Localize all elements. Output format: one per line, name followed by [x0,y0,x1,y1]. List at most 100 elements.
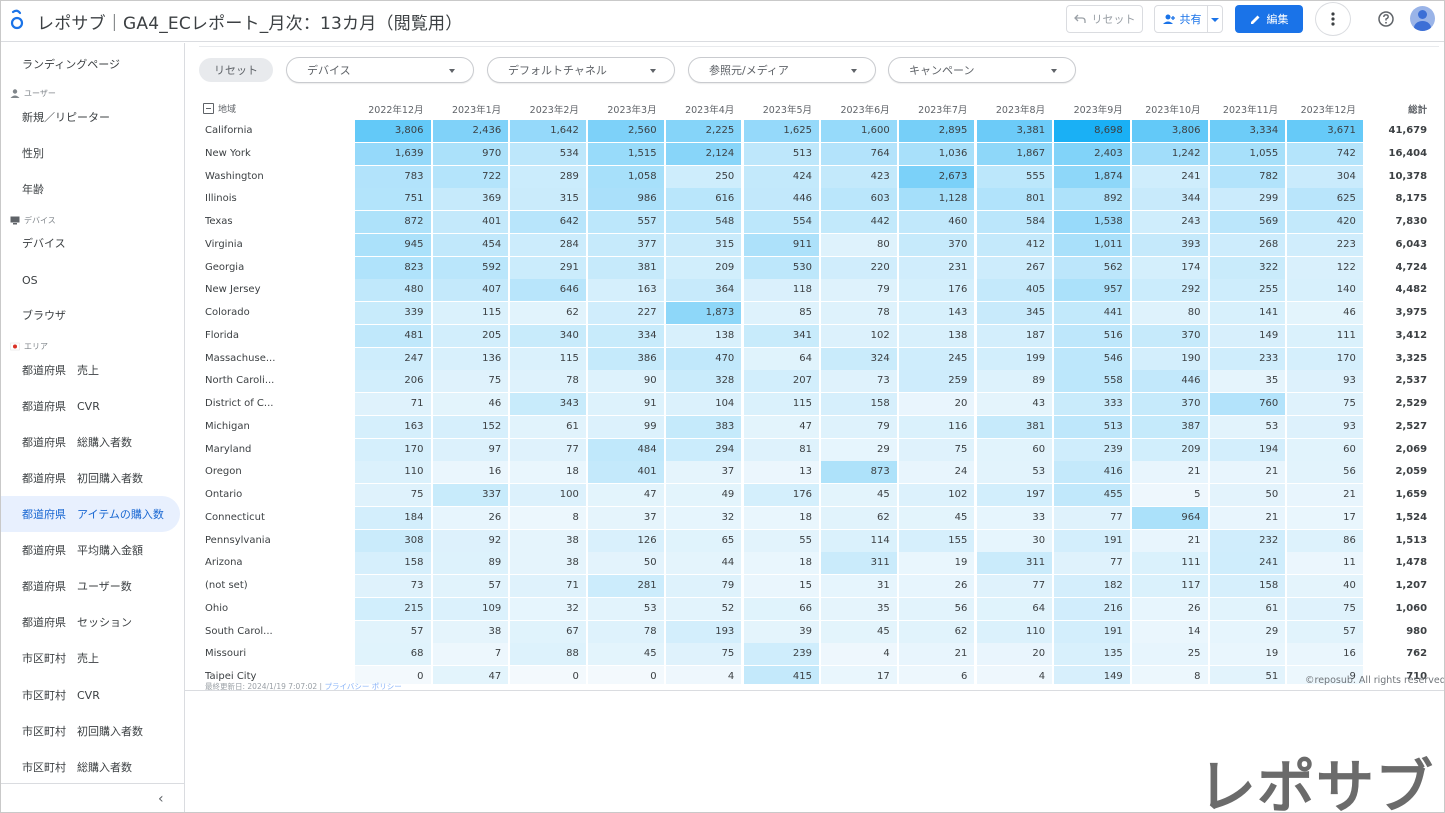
avatar[interactable] [1410,6,1435,31]
value-cell: 45 [821,620,897,643]
table-row: Pennsylvania 308 92 38 126 65 55 114 155 30 191 21 2… [199,529,1439,553]
sidebar-item-17[interactable]: 都道府県 セッション [0,604,180,640]
month-column-header[interactable]: 2023年10月 [1145,105,1201,116]
value-cell: 516 [1054,324,1130,347]
value-cell: 21 [1132,529,1208,552]
value-cell: 401 [588,461,664,484]
value-cell: 152 [432,415,509,438]
help-icon[interactable] [1376,9,1396,29]
month-column-header[interactable]: 2023年12月 [1300,105,1356,116]
value-cell: 20 [976,643,1053,666]
value-cell: 548 [665,211,742,233]
value-cell: 7 [432,643,509,666]
month-column-header[interactable]: 2023年2月 [529,105,579,116]
value-cell: 364 [665,279,742,302]
filter-reset-button[interactable]: リセット [199,58,273,82]
sidebar-item-15[interactable]: 都道府県 平均購入金額 [0,532,180,568]
value-cell: 89 [432,552,509,575]
sidebar-item-21[interactable]: 市区町村 総購入者数 [0,749,180,785]
sidebar-item-label: ブラウザ [22,309,66,322]
value-cell: 381 [588,256,664,279]
value-cell: 407 [432,279,509,302]
value-cell: 393 [1132,233,1208,256]
value-cell: 77 [976,575,1053,597]
filter-dropdown-2[interactable]: 参照元/メディア [688,57,876,83]
sidebar-item-13[interactable]: 都道府県 初回購入者数 [0,460,180,496]
month-column-header[interactable]: 2023年6月 [840,105,890,116]
filter-label: キャンペーン [909,64,975,77]
value-cell: 17 [1287,506,1363,529]
value-cell: 182 [1054,575,1130,597]
month-column-header[interactable]: 2023年3月 [607,105,657,116]
value-cell: 446 [743,188,819,211]
sidebar-item-19[interactable]: 市区町村 CVR [0,677,180,713]
sidebar-item-12[interactable]: 都道府県 総購入者数 [0,424,180,460]
value-cell: 91 [588,393,664,415]
reset-button[interactable]: リセット [1066,5,1143,33]
month-column-header[interactable]: 2022年12月 [368,105,424,116]
sidebar-item-14[interactable]: 都道府県 アイテムの購入数 [0,496,180,532]
value-cell: 424 [743,165,819,188]
chevron-left-icon[interactable]: ‹ [158,791,164,807]
chevron-down-icon[interactable] [1211,18,1219,22]
value-cell: 764 [821,142,897,165]
sidebar-item-2[interactable]: 新規／リピーター [0,99,180,135]
sidebar-item-6[interactable]: デバイス [0,225,180,261]
sidebar-item-label: 市区町村 初回購入者数 [22,725,143,738]
edit-button[interactable]: 編集 [1235,5,1303,33]
pencil-icon [1250,15,1259,24]
value-cell: 3,806 [1132,120,1208,142]
value-cell: 2,895 [898,120,975,142]
value-cell: 78 [588,620,664,643]
filter-dropdown-0[interactable]: デバイス [286,57,474,83]
value-cell: 71 [510,575,586,597]
sidebar-item-10[interactable]: 都道府県 売上 [0,352,180,388]
value-cell: 25 [1132,643,1208,666]
value-cell: 29 [821,438,897,461]
more-options-button[interactable] [1315,2,1351,36]
filter-dropdown-3[interactable]: キャンペーン [888,57,1076,83]
value-cell: 190 [1132,347,1208,370]
sidebar-item-label: ランディングページ [22,58,121,71]
sidebar-item-4[interactable]: 年齢 [0,171,180,207]
month-column-header[interactable]: 2023年4月 [685,105,735,116]
value-cell: 3,381 [976,120,1053,142]
share-button[interactable]: 共有 [1154,5,1223,33]
value-cell: 386 [588,347,664,370]
sidebar-item-16[interactable]: 都道府県 ユーザー数 [0,568,180,604]
value-cell: 65 [665,529,742,552]
sidebar-item-3[interactable]: 性別 [0,135,180,171]
region-column-header[interactable]: 地域 [203,102,236,115]
total-cell: 2,529 [1395,398,1428,409]
value-cell: 38 [510,552,586,575]
value-cell: 46 [432,393,509,415]
sidebar-item-0[interactable]: ランディングページ [0,46,180,82]
month-column-header[interactable]: 2023年11月 [1222,105,1279,116]
region-cell: District of C... [205,398,274,409]
sidebar-item-8[interactable]: ブラウザ [0,297,180,333]
total-column-header[interactable]: 総計 [1408,105,1428,116]
month-column-header[interactable]: 2023年9月 [1073,105,1123,116]
sidebar-item-11[interactable]: 都道府県 CVR [0,388,180,424]
month-column-header[interactable]: 2023年5月 [762,105,812,116]
total-cell: 16,404 [1388,147,1428,159]
value-cell: 158 [1209,575,1286,597]
table-row: Michigan 163 152 61 99 383 47 79 116 381 513 387 53 9… [199,415,1439,439]
month-column-header[interactable]: 2023年7月 [918,105,968,116]
month-column-header[interactable]: 2023年1月 [451,105,502,116]
sidebar-item-20[interactable]: 市区町村 初回購入者数 [0,713,180,749]
value-cell: 93 [1287,415,1363,438]
filter-dropdown-1[interactable]: デフォルトチャネル [487,57,675,83]
sidebar-item-7[interactable]: OS [0,262,180,298]
month-column-header[interactable]: 2023年8月 [995,105,1046,116]
value-cell: 592 [432,256,509,279]
table-row: Massachuse... 247 136 115 386 470 64 324 245 199 5… [199,347,1439,371]
sidebar-item-18[interactable]: 市区町村 売上 [0,640,180,676]
privacy-policy-link[interactable]: プライバシー ポリシー [324,682,402,691]
value-cell: 315 [510,188,586,211]
total-cell: 4,482 [1395,284,1428,296]
collapse-icon[interactable] [203,103,214,114]
value-cell: 945 [355,233,431,256]
value-cell: 513 [743,142,819,165]
total-cell: 3,412 [1395,329,1428,341]
